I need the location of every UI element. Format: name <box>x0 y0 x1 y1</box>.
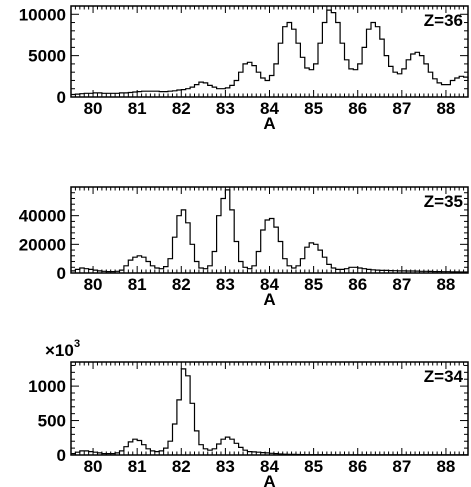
y-tick-label: 0 <box>57 88 66 107</box>
x-tick-label: 86 <box>348 457 367 476</box>
x-tick-label: 82 <box>172 457 191 476</box>
panel-label: Z=35 <box>424 192 463 211</box>
x-tick-label: 84 <box>260 457 279 476</box>
x-tick-label: 87 <box>392 275 411 294</box>
x-tick-label: 81 <box>128 99 147 118</box>
y-tick-label: 0 <box>57 446 66 465</box>
histogram-line <box>71 9 469 96</box>
x-axis-label: A <box>263 114 275 133</box>
plot-frame <box>70 361 469 456</box>
x-tick-label: 84 <box>260 275 279 294</box>
x-tick-label: 83 <box>216 457 235 476</box>
x-tick-label: 82 <box>172 275 191 294</box>
y-tick-label: 0 <box>57 264 66 283</box>
y-multiplier: ×10 <box>45 341 74 360</box>
x-tick-label: 81 <box>128 457 147 476</box>
x-tick-label: 81 <box>128 275 147 294</box>
y-tick-label: 1000 <box>28 377 66 396</box>
histogram-line <box>71 189 469 273</box>
x-tick-label: 85 <box>304 275 323 294</box>
histogram-panel: 80 81 82 83 84 85 86 87 88 0 20000 40000 A Z=35 <box>19 186 469 309</box>
x-tick-label: 86 <box>348 99 367 118</box>
panel-label: Z=36 <box>424 11 463 30</box>
x-tick-label: 88 <box>436 99 455 118</box>
x-tick-label: 80 <box>84 457 103 476</box>
y-tick-label: 40000 <box>19 207 66 226</box>
y-tick-label: 10000 <box>19 5 66 24</box>
x-tick-label: 80 <box>84 275 103 294</box>
x-tick-label: 87 <box>392 457 411 476</box>
y-tick-label: 20000 <box>19 235 66 254</box>
y-tick-label: 500 <box>38 412 66 431</box>
x-tick-label: 88 <box>436 275 455 294</box>
x-axis-label: A <box>263 290 275 309</box>
x-tick-label: 86 <box>348 275 367 294</box>
histogram-line <box>71 368 468 456</box>
histogram-panel: 80 81 82 83 84 85 86 87 88 0 5000 10000 A Z=36 <box>19 5 469 133</box>
x-tick-label: 83 <box>216 275 235 294</box>
plot-frame <box>70 5 469 98</box>
histogram-panel: 80 81 82 83 84 85 86 87 88 0 500 1000 A Z=34 ×10 3 <box>28 338 469 487</box>
x-tick-label: 84 <box>260 99 279 118</box>
x-tick-label: 80 <box>84 99 103 118</box>
x-tick-label: 82 <box>172 99 191 118</box>
x-tick-label: 85 <box>304 457 323 476</box>
x-tick-label: 87 <box>392 99 411 118</box>
panel-label: Z=34 <box>424 367 464 386</box>
x-tick-label: 85 <box>304 99 323 118</box>
x-tick-label: 88 <box>436 457 455 476</box>
x-axis-label: A <box>263 472 275 487</box>
x-tick-label: 83 <box>216 99 235 118</box>
y-tick-label: 5000 <box>28 47 66 66</box>
y-multiplier-exponent: 3 <box>74 338 80 350</box>
